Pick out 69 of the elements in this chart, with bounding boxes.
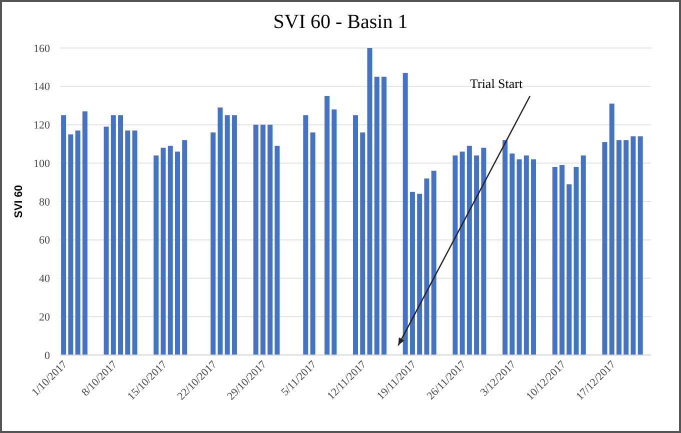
bar: [324, 96, 330, 355]
bar: [502, 140, 508, 355]
bar: [68, 134, 74, 355]
bar: [61, 115, 66, 355]
bar: [552, 166, 558, 355]
bar: [125, 130, 130, 355]
bar: [560, 165, 564, 355]
bar: [224, 115, 230, 355]
bar: [274, 146, 280, 355]
bar: [616, 140, 622, 355]
bar: [303, 115, 308, 355]
bar: [110, 115, 116, 355]
bar: [566, 184, 572, 355]
bar: [431, 170, 436, 355]
bar: [174, 152, 180, 355]
y-tick-label: 160: [34, 42, 50, 55]
bar: [481, 148, 486, 355]
bar: [260, 124, 266, 355]
bar: [516, 159, 522, 355]
bar: [510, 154, 515, 355]
bar: [531, 159, 536, 355]
bar: [474, 155, 480, 355]
y-tick-label: 60: [39, 234, 50, 247]
bar: [410, 192, 415, 355]
bar: [424, 178, 430, 355]
bar: [367, 48, 372, 355]
bar: [630, 136, 636, 355]
bar: [268, 124, 273, 355]
y-tick-label: 0: [44, 350, 50, 362]
y-tick-label: 40: [39, 273, 50, 286]
bar: [574, 166, 579, 355]
y-tick-label: 140: [34, 81, 50, 94]
bar: [218, 107, 223, 355]
bar: [402, 72, 408, 355]
bar: [160, 148, 166, 355]
annotation: Trial Start: [470, 76, 523, 91]
y-tick-label: 120: [34, 120, 50, 132]
bar: [524, 155, 529, 355]
y-tick-label: 20: [39, 311, 50, 324]
bar: [602, 142, 608, 355]
y-tick-label: 100: [34, 158, 50, 170]
bar: [210, 132, 216, 355]
y-axis-title: SVI 60: [13, 184, 25, 218]
bar: [353, 115, 358, 355]
bar: [609, 104, 614, 355]
bar: [638, 136, 643, 355]
bar: [360, 132, 366, 355]
bar: [381, 76, 386, 355]
bar: [75, 130, 80, 355]
bar: [624, 140, 629, 355]
bar: [104, 126, 109, 355]
bar: [132, 130, 138, 355]
bar: [168, 146, 173, 355]
bar: [374, 76, 380, 355]
bar: [580, 155, 586, 355]
bar: [466, 146, 472, 355]
bar: [417, 194, 422, 355]
chart-title: SVI 60 - Basin 1: [273, 11, 408, 33]
bar: [310, 132, 316, 355]
bar: [460, 152, 465, 355]
bar: [452, 155, 458, 355]
bar: [253, 124, 258, 355]
bar: [118, 115, 124, 355]
bar: [182, 140, 188, 355]
bar: [154, 155, 159, 355]
bar: [232, 115, 237, 355]
bar: [332, 109, 337, 355]
bar: [82, 111, 88, 355]
y-tick-label: 80: [39, 196, 50, 208]
